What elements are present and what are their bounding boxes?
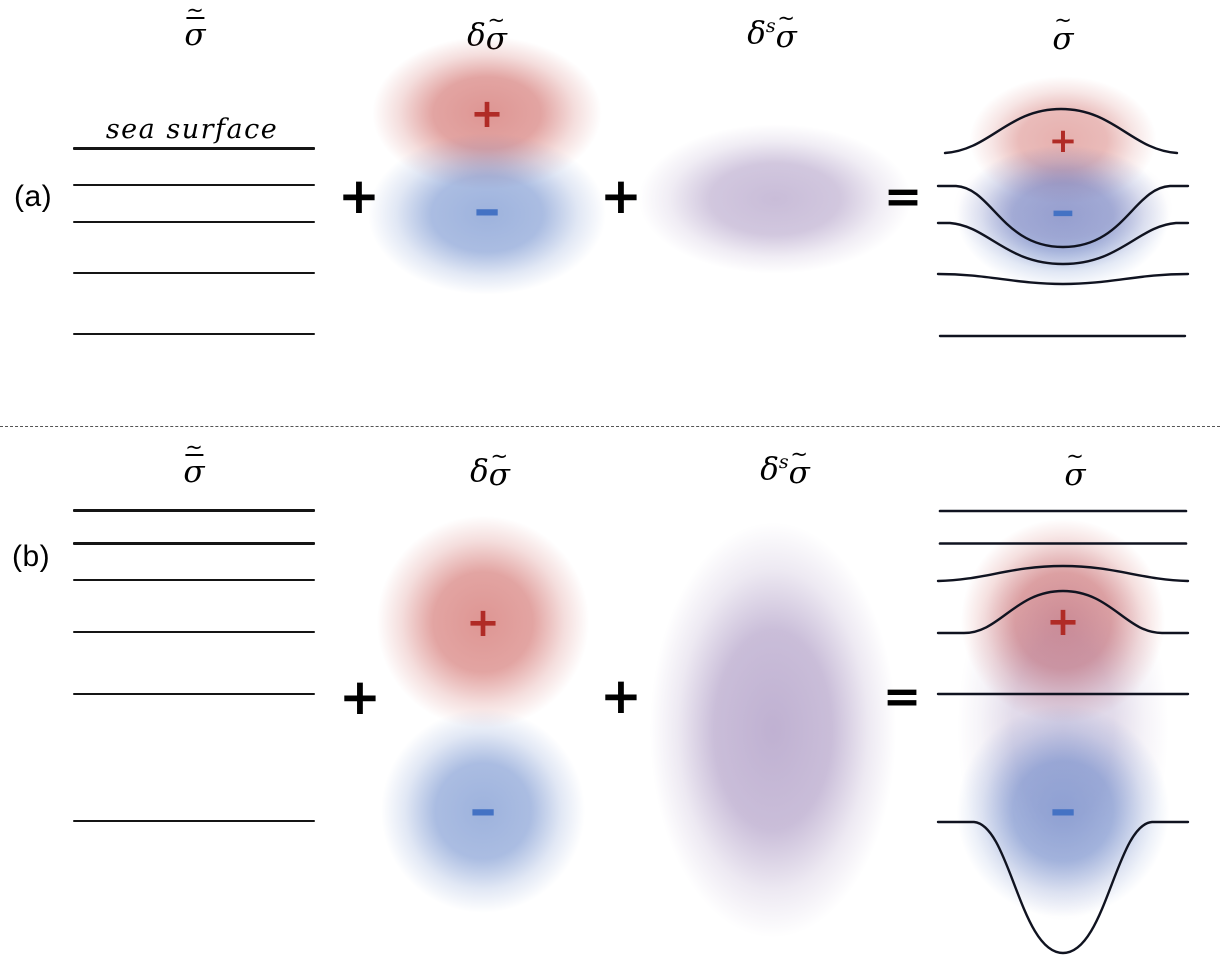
sigma-tilde-symbol: ~ σ (488, 446, 510, 493)
isopycnal-line (73, 509, 315, 512)
positive-sign: + (1048, 121, 1078, 161)
sigma-glyph: σ (1052, 21, 1074, 57)
superscript-s: s (765, 15, 776, 38)
sigma-tilde-symbol: ~ σ (788, 444, 810, 491)
isopycnal-curve (936, 272, 1190, 286)
panel-divider (0, 426, 1220, 427)
isopycnal-line (73, 333, 315, 335)
header-eddy-anomaly-b: δ ~ σ (470, 446, 510, 493)
isopycnal-curve (936, 589, 1190, 635)
symmetric-anomaly-blob-result-a (938, 138, 1188, 278)
isopycnal-line (73, 272, 315, 274)
delta-glyph: δ (747, 15, 766, 52)
sigma-tilde-symbol: ~ σ (1064, 446, 1086, 493)
sea-surface-line (73, 147, 315, 150)
delta-glyph: δ (760, 451, 779, 488)
tilde-accent: ~ (186, 0, 204, 22)
sigma-glyph: σ (775, 19, 797, 55)
isopycnal-curve (936, 564, 1190, 583)
isopycnal-line (73, 221, 315, 223)
negative-anomaly-blob-b (363, 691, 603, 931)
negative-sign: − (1048, 780, 1078, 844)
panel-b-label: (b) (12, 540, 51, 573)
header-symmetric-anomaly-b: δs ~ σ (760, 444, 810, 491)
isopycnal-line (73, 184, 315, 186)
positive-sign: + (466, 600, 500, 646)
bar-accent (184, 454, 203, 457)
bar-accent (185, 17, 204, 20)
isopycnal-line (73, 693, 315, 695)
tilde-accent: ~ (185, 435, 203, 459)
isopycnal-line (73, 820, 315, 822)
sigma-glyph: σ (788, 455, 810, 491)
negative-anomaly-blob-a (347, 119, 627, 309)
panel-a-label: (a) (14, 180, 53, 213)
equals-operator: = (882, 669, 922, 723)
isopycnal-curve (936, 221, 1190, 266)
sigma-bar-tilde-symbol: ~ σ (184, 0, 206, 54)
equals-operator: = (883, 169, 923, 223)
sigma-tilde-symbol: ~ σ (1052, 10, 1074, 57)
superscript-s: s (778, 451, 789, 474)
perturbed-isopycnals-a (936, 107, 1190, 338)
sigma-tilde-symbol: ~ σ (775, 8, 797, 55)
sigma-bar-tilde-symbol: ~ σ (183, 435, 205, 491)
negative-anomaly-blob-result-a (938, 132, 1188, 302)
header-mean-density-b: ~ σ (183, 435, 205, 491)
header-mean-density-a: ~ σ (184, 0, 206, 54)
isopycnal-line (73, 579, 315, 581)
isopycnal-curve (936, 184, 1190, 249)
negative-anomaly-blob-result-b (938, 686, 1188, 936)
sea-surface-curve (943, 107, 1179, 155)
perturbed-isopycnals-b (936, 509, 1190, 955)
header-symmetric-anomaly-a: δs ~ σ (747, 8, 797, 55)
negative-sign: − (472, 180, 502, 244)
positive-sign: + (470, 91, 504, 137)
symmetric-anomaly-blob-a (620, 114, 930, 284)
symmetric-anomaly-blob-b (633, 494, 913, 966)
header-total-density-a: ~ σ (1052, 10, 1074, 57)
positive-sign: + (1046, 599, 1080, 645)
sigma-glyph: σ (1064, 457, 1086, 493)
sea-surface-label: sea surface (105, 114, 279, 145)
isopycnal-curve (936, 820, 1190, 955)
header-total-density-b: ~ σ (1064, 446, 1086, 493)
sigma-glyph: σ (184, 17, 206, 54)
plus-operator: + (600, 171, 642, 221)
sigma-glyph: σ (488, 457, 510, 493)
sigma-glyph: σ (183, 454, 205, 491)
negative-sign: − (468, 780, 498, 844)
delta-glyph: δ (470, 453, 489, 490)
negative-sign: − (1050, 185, 1076, 242)
isopycnal-line (73, 542, 315, 545)
isopycnal-line (73, 631, 315, 633)
